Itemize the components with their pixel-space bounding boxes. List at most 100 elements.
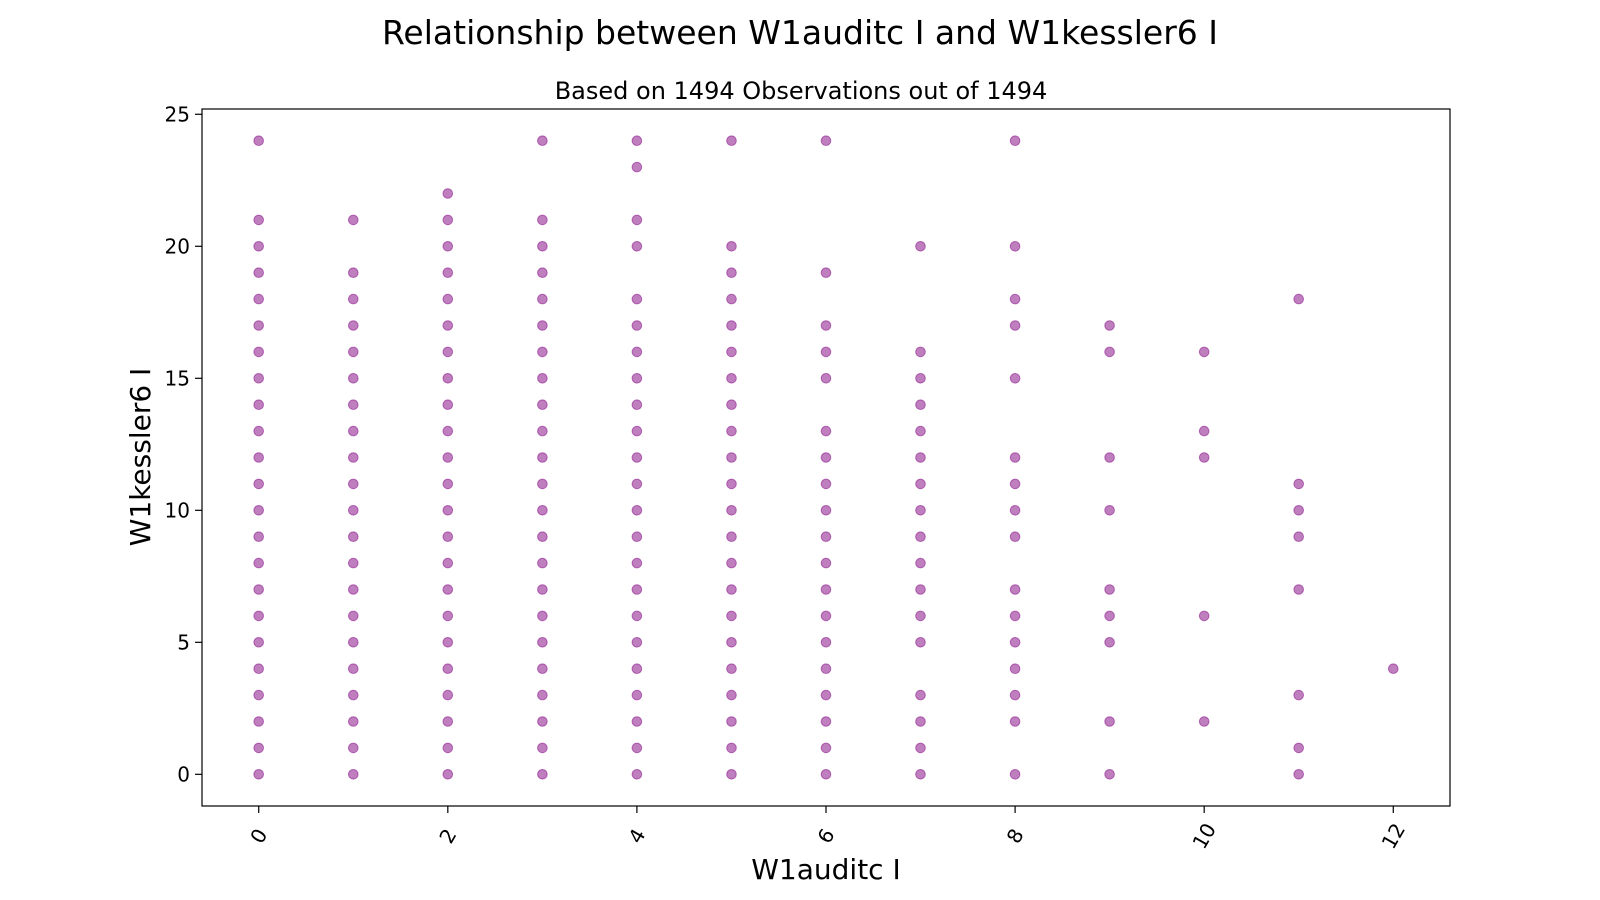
- data-point-x3-y24: [537, 135, 548, 146]
- data-point-x9-y6: [1104, 610, 1115, 622]
- data-point-x2-y15: [442, 373, 454, 384]
- data-point-x3-y21: [537, 214, 548, 226]
- data-point-x1-y14: [348, 399, 359, 411]
- data-point-x3-y14: [537, 399, 548, 411]
- data-point-x6-y16: [820, 346, 832, 358]
- data-point-x8-y24: [1009, 135, 1021, 146]
- data-point-x6-y10: [820, 505, 832, 516]
- data-point-x6-y19: [820, 267, 832, 279]
- data-point-x3-y19: [537, 267, 548, 279]
- data-point-x4-y17: [631, 320, 643, 331]
- data-point-x7-y15: [915, 373, 926, 384]
- data-point-x3-y20: [537, 241, 548, 252]
- data-point-x4-y3: [631, 689, 643, 701]
- data-point-x1-y10: [348, 505, 359, 516]
- data-point-x6-y2: [820, 716, 832, 727]
- data-point-x2-y14: [442, 399, 454, 411]
- data-point-x5-y0: [726, 769, 737, 780]
- data-point-x0-y5: [253, 637, 265, 648]
- data-point-x4-y18: [631, 293, 643, 305]
- data-point-x6-y3: [820, 689, 832, 701]
- data-point-x7-y13: [915, 425, 926, 437]
- data-point-x8-y11: [1009, 478, 1021, 490]
- data-point-x0-y18: [253, 293, 265, 305]
- data-point-x10-y13: [1198, 425, 1210, 437]
- data-point-x0-y16: [253, 346, 265, 358]
- data-point-x7-y7: [915, 584, 926, 595]
- data-point-x7-y8: [915, 557, 926, 569]
- data-point-x8-y5: [1009, 637, 1021, 648]
- data-point-x2-y16: [442, 346, 454, 358]
- data-point-x3-y2: [537, 716, 548, 727]
- data-point-x4-y6: [631, 610, 643, 622]
- data-point-x0-y1: [253, 742, 265, 754]
- data-point-x2-y9: [442, 531, 454, 543]
- data-point-x1-y12: [348, 452, 359, 463]
- data-point-x4-y0: [631, 769, 643, 780]
- data-point-x0-y3: [253, 689, 265, 701]
- data-point-x6-y12: [820, 452, 832, 463]
- data-point-x1-y18: [348, 293, 359, 305]
- data-point-x8-y0: [1009, 769, 1021, 780]
- data-point-x0-y12: [253, 452, 265, 463]
- data-point-x1-y0: [348, 769, 359, 780]
- data-point-x1-y15: [348, 373, 359, 384]
- data-point-x3-y17: [537, 320, 548, 331]
- data-point-x1-y7: [348, 584, 359, 595]
- data-point-x0-y10: [253, 505, 265, 516]
- data-point-x1-y6: [348, 610, 359, 622]
- y-tick-label-25: 25: [165, 102, 190, 126]
- data-point-x4-y4: [631, 663, 643, 675]
- data-point-x2-y20: [442, 241, 454, 252]
- data-point-x6-y24: [820, 135, 832, 146]
- data-point-x1-y21: [348, 214, 359, 226]
- x-tick-label-12: 12: [1377, 819, 1411, 853]
- data-point-x3-y3: [537, 689, 548, 701]
- data-point-x7-y6: [915, 610, 926, 622]
- data-point-x6-y9: [820, 531, 832, 543]
- data-point-x6-y0: [820, 769, 832, 780]
- data-point-x3-y15: [537, 373, 548, 384]
- data-point-x0-y6: [253, 610, 265, 622]
- data-point-x0-y24: [253, 135, 265, 146]
- data-point-x2-y22: [442, 188, 454, 199]
- data-point-x2-y21: [442, 214, 454, 226]
- data-point-x5-y4: [726, 663, 737, 675]
- data-point-x8-y17: [1009, 320, 1021, 331]
- data-point-x0-y8: [253, 557, 265, 569]
- data-point-x6-y13: [820, 425, 832, 437]
- data-point-x7-y2: [915, 716, 926, 727]
- data-point-x1-y9: [348, 531, 359, 543]
- data-point-x7-y5: [915, 637, 926, 648]
- data-point-x0-y19: [253, 267, 265, 279]
- data-point-x5-y20: [726, 241, 737, 252]
- data-point-x5-y8: [726, 557, 737, 569]
- data-point-x1-y3: [348, 689, 359, 701]
- data-point-x6-y15: [820, 373, 832, 384]
- data-point-x9-y7: [1104, 584, 1115, 595]
- x-tick-label-6: 6: [812, 824, 839, 847]
- data-point-x8-y6: [1009, 610, 1021, 622]
- data-point-x3-y7: [537, 584, 548, 595]
- data-point-x7-y20: [915, 241, 926, 252]
- data-point-x4-y7: [631, 584, 643, 595]
- data-point-x5-y6: [726, 610, 737, 622]
- data-point-x0-y4: [253, 663, 265, 675]
- data-point-x7-y11: [915, 478, 926, 490]
- data-point-x11-y3: [1293, 689, 1304, 701]
- data-point-x8-y9: [1009, 531, 1021, 543]
- data-point-x5-y9: [726, 531, 737, 543]
- data-point-x5-y17: [726, 320, 737, 331]
- data-point-x3-y8: [537, 557, 548, 569]
- data-point-x3-y10: [537, 505, 548, 516]
- data-point-x0-y20: [253, 241, 265, 252]
- data-point-x2-y6: [442, 610, 454, 622]
- data-point-x5-y24: [726, 135, 737, 146]
- data-point-x0-y17: [253, 320, 265, 331]
- data-point-x10-y2: [1198, 716, 1210, 727]
- data-point-x1-y4: [348, 663, 359, 675]
- data-point-x4-y1: [631, 742, 643, 754]
- data-point-x0-y0: [253, 769, 265, 780]
- data-point-x2-y11: [442, 478, 454, 490]
